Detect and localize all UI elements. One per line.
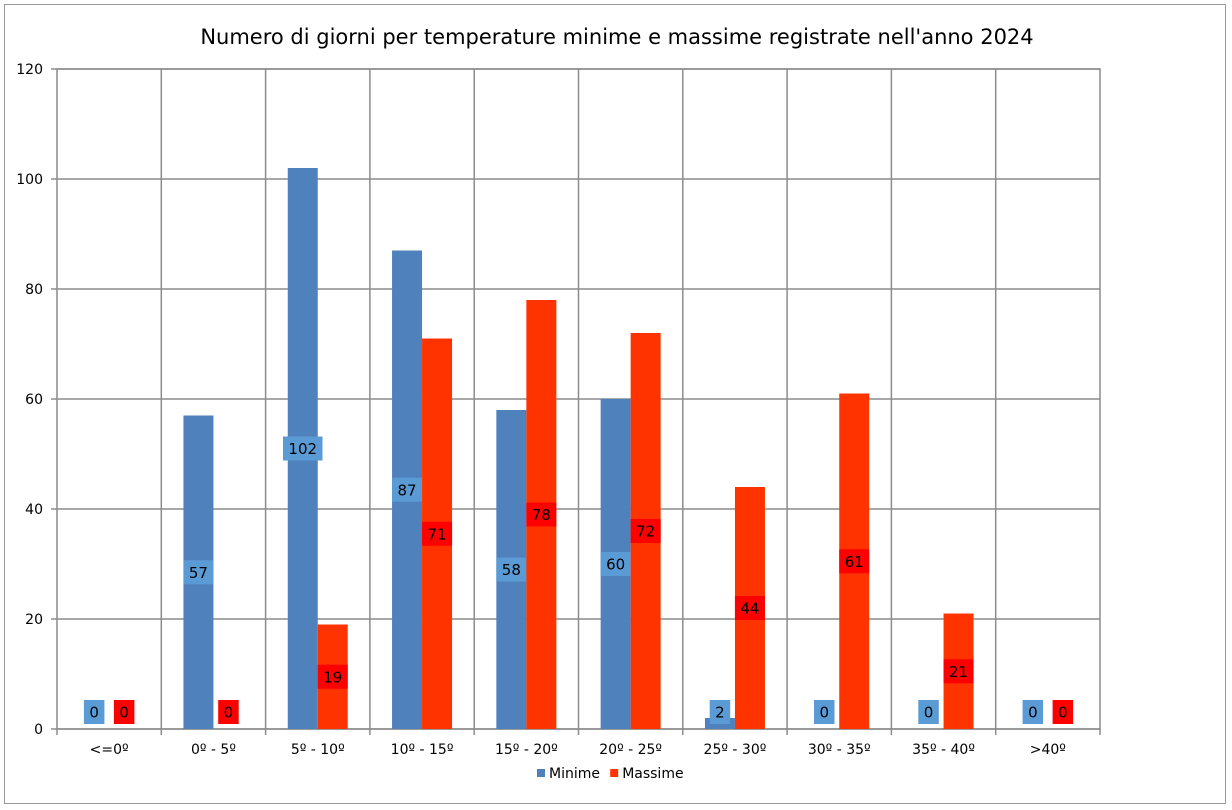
x-tick-label: >40º xyxy=(1030,742,1066,758)
data-label-bg xyxy=(83,700,105,724)
data-label-bg xyxy=(709,700,731,724)
y-tick-label: 100 xyxy=(16,172,43,188)
data-label: 58 xyxy=(502,561,521,579)
data-label-bg xyxy=(734,596,765,620)
data-label: 0 xyxy=(1058,704,1068,722)
data-label: 0 xyxy=(89,704,99,722)
data-label-bg xyxy=(1052,700,1074,724)
data-label: 21 xyxy=(949,663,968,681)
data-label-bg xyxy=(600,552,631,576)
x-tick-label: 25º - 30º xyxy=(704,742,767,758)
x-tick-label: 30º - 35º xyxy=(808,742,871,758)
data-label: 71 xyxy=(428,525,447,543)
data-label: 0 xyxy=(1028,704,1038,722)
data-label: 0 xyxy=(819,704,829,722)
data-label: 78 xyxy=(532,506,551,524)
data-label-bg xyxy=(218,700,239,724)
x-tick-label: 5º - 10º xyxy=(291,742,345,758)
data-label: 2 xyxy=(715,704,725,722)
data-label-bg xyxy=(113,700,135,724)
y-tick-label: 0 xyxy=(34,722,43,738)
data-label-bg xyxy=(918,700,939,724)
legend-label-minime: Minime xyxy=(549,766,600,782)
data-label-bg xyxy=(526,502,557,527)
x-tick-label: 0º - 5º xyxy=(191,742,236,758)
data-label: 60 xyxy=(606,556,625,574)
legend-swatch-minime xyxy=(537,769,545,777)
data-label: 0 xyxy=(119,704,129,722)
data-label-bg xyxy=(422,521,453,546)
data-label-bg xyxy=(943,659,974,684)
data-label: 57 xyxy=(189,564,208,582)
legend-label-massime: Massime xyxy=(622,766,683,782)
data-label: 0 xyxy=(224,704,234,722)
x-tick-label: 15º - 20º xyxy=(495,742,558,758)
y-tick-label: 120 xyxy=(16,62,43,78)
legend-swatch-massime xyxy=(610,769,619,777)
data-label-bg xyxy=(317,664,348,689)
data-label: 87 xyxy=(398,481,417,499)
y-tick-label: 80 xyxy=(25,282,43,298)
data-label: 44 xyxy=(740,600,759,618)
data-label: 72 xyxy=(636,523,655,541)
data-label: 102 xyxy=(288,440,317,458)
chart-title: Numero di giorni per temperature minime … xyxy=(200,25,1033,49)
x-tick-label: 20º - 25º xyxy=(599,742,662,758)
data-label-bg xyxy=(1022,700,1044,724)
data-label-bg xyxy=(496,557,527,582)
data-label: 0 xyxy=(924,704,934,722)
x-tick-label: <=0º xyxy=(90,742,129,758)
data-label-bg xyxy=(183,560,214,585)
x-tick-label: 10º - 15º xyxy=(391,742,454,758)
y-tick-label: 40 xyxy=(25,502,43,518)
data-label: 19 xyxy=(323,668,342,686)
data-label-bg xyxy=(283,436,323,461)
y-tick-label: 20 xyxy=(25,612,43,628)
x-tick-label: 35º - 40º xyxy=(912,742,975,758)
data-label-bg xyxy=(839,549,870,574)
data-label-bg xyxy=(814,700,835,724)
data-label-bg xyxy=(630,519,661,543)
data-label: 61 xyxy=(845,553,864,571)
y-tick-label: 60 xyxy=(25,392,43,408)
data-label-bg xyxy=(392,477,423,502)
